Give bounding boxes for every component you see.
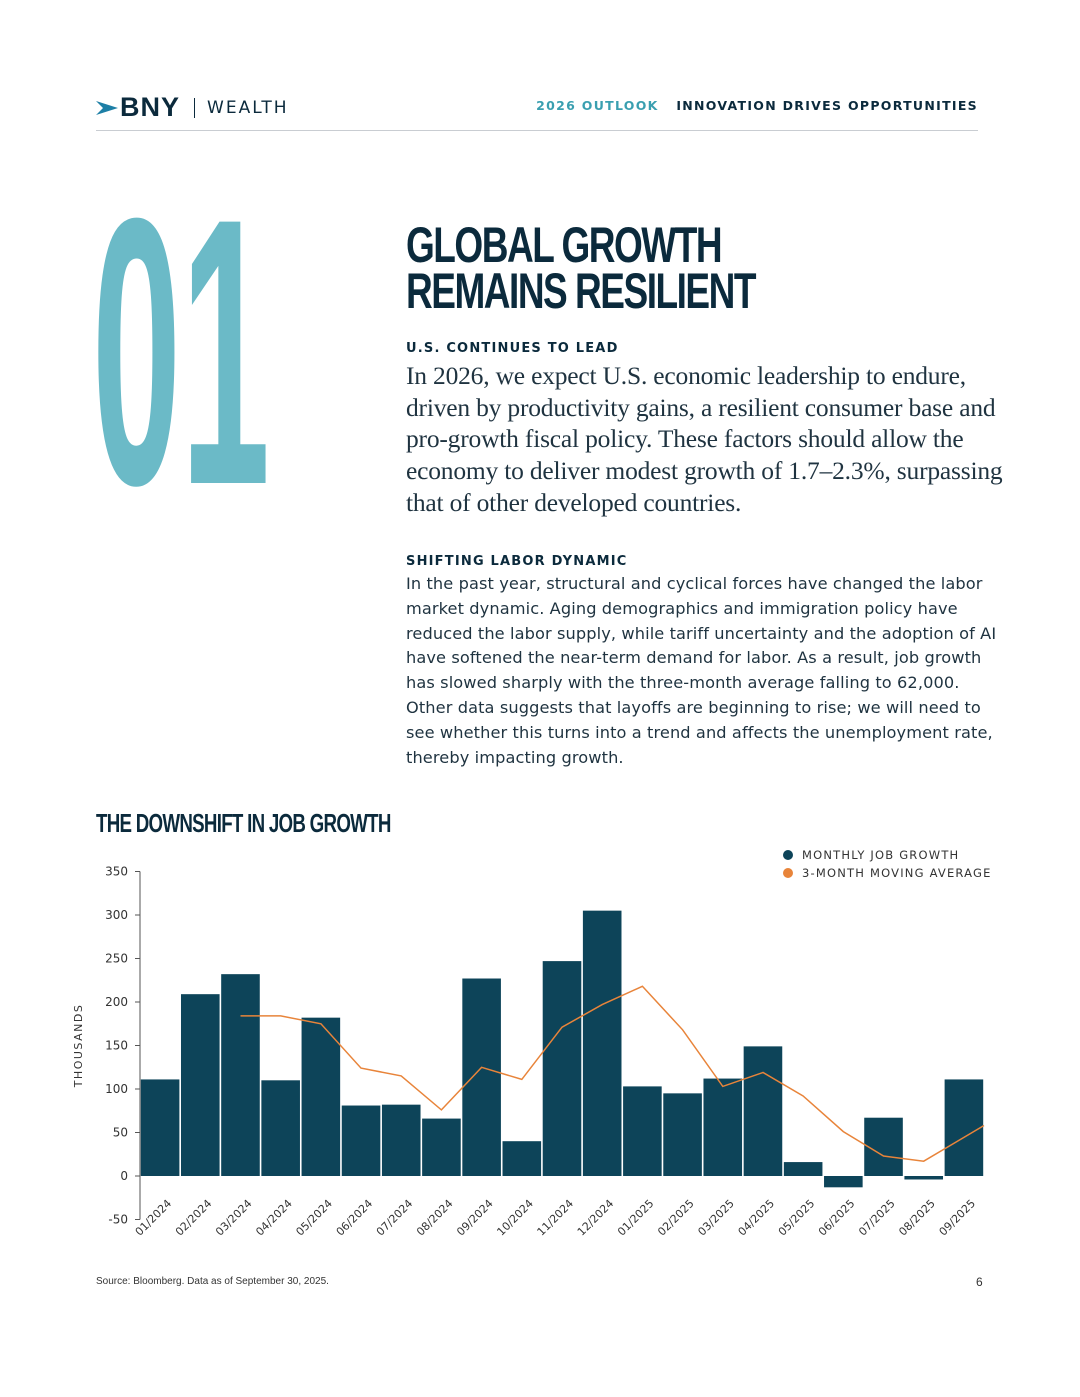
- bar-08-2024: [422, 1118, 461, 1176]
- brand-name: BNY: [120, 92, 181, 122]
- y-axis-title: THOUSANDS: [72, 1004, 85, 1089]
- kicker-labor: SHIFTING LABOR DYNAMIC: [406, 554, 628, 569]
- bar-01-2024: [140, 1079, 180, 1176]
- x-tick-label: 05/2025: [776, 1197, 818, 1239]
- bar-07-2024: [381, 1104, 421, 1176]
- x-tick-label: 06/2024: [334, 1197, 376, 1239]
- bar-07-2025: [864, 1117, 903, 1176]
- y-tick-label: 250: [105, 952, 128, 966]
- page-header: BNY WEALTH 2026 OUTLOOK INNOVATION DRIVE…: [96, 90, 978, 131]
- y-tick-label: -50: [108, 1213, 128, 1227]
- y-tick-label: 200: [105, 995, 128, 1009]
- bar-04-2025: [743, 1046, 783, 1176]
- kicker-us-lead: U.S. CONTINUES TO LEAD: [406, 341, 619, 356]
- bar-12-2024: [582, 910, 622, 1176]
- bny-logo: BNY WEALTH: [96, 92, 289, 123]
- x-tick-label: 07/2025: [856, 1197, 898, 1239]
- bar-06-2024: [341, 1105, 381, 1176]
- y-tick-label: 350: [105, 865, 128, 879]
- bar-05-2024: [301, 1017, 341, 1176]
- topic-label: INNOVATION DRIVES OPPORTUNITIES: [676, 98, 978, 113]
- lead-paragraph: In 2026, we expect U.S. economic leaders…: [406, 361, 1003, 517]
- bar-04-2024: [261, 1080, 300, 1176]
- bar-11-2024: [542, 961, 582, 1176]
- bar-09-2024: [462, 978, 501, 1176]
- bar-03-2025: [703, 1078, 743, 1176]
- bar-10-2024: [502, 1141, 542, 1176]
- section-number: 01: [92, 205, 270, 495]
- legend-label-monthly: MONTHLY JOB GROWTH: [802, 848, 959, 862]
- bar-06-2025: [824, 1176, 863, 1188]
- bar-08-2025: [904, 1176, 944, 1180]
- y-tick-label: 50: [113, 1126, 128, 1140]
- bar-03-2024: [221, 974, 260, 1176]
- labor-paragraph: In the past year, structural and cyclica…: [406, 574, 997, 767]
- title-line-1: GLOBAL GROWTH: [406, 217, 723, 273]
- outlook-label: 2026 OUTLOOK: [536, 98, 659, 113]
- brand-arrow-icon: [96, 100, 118, 115]
- y-tick-label: 0: [120, 1169, 128, 1183]
- logo-divider: [194, 97, 196, 118]
- x-tick-label: 07/2024: [374, 1197, 416, 1239]
- bar-01-2025: [623, 1086, 662, 1176]
- x-tick-label: 08/2024: [414, 1197, 456, 1239]
- x-tick-label: 08/2025: [896, 1197, 938, 1239]
- title-line-2: REMAINS RESILIENT: [406, 263, 756, 319]
- x-tick-label: 03/2025: [695, 1197, 737, 1239]
- brand-sub: WEALTH: [207, 97, 289, 118]
- chart-title: THE DOWNSHIFT IN JOB GROWTH: [96, 808, 391, 838]
- job-growth-chart: -50 0 50 100 150 200 250 300 350 THOUSANDS 01/2024…: [72, 848, 992, 1239]
- x-tick-label: 09/2025: [937, 1197, 979, 1239]
- bar-05-2025: [783, 1162, 823, 1176]
- x-tick-label: 12/2024: [575, 1197, 617, 1239]
- legend-dot-average: [783, 868, 793, 878]
- x-tick-label: 04/2024: [253, 1197, 295, 1239]
- x-tick-label: 02/2024: [173, 1197, 215, 1239]
- bar-02-2024: [180, 994, 220, 1176]
- x-tick-label: 05/2024: [293, 1197, 335, 1239]
- x-tick-label: 11/2024: [535, 1197, 577, 1239]
- bar-09-2025: [944, 1079, 984, 1176]
- x-tick-label: 10/2024: [494, 1197, 536, 1239]
- y-tick-label: 100: [105, 1082, 128, 1096]
- x-tick-label: 06/2025: [816, 1197, 858, 1239]
- section-title: GLOBAL GROWTH REMAINS RESILIENT: [406, 217, 756, 319]
- section-number-text: 01: [92, 205, 270, 495]
- x-tick-label: 09/2024: [454, 1197, 496, 1239]
- x-tick-label: 04/2025: [736, 1197, 778, 1239]
- x-tick-label: 02/2025: [655, 1197, 697, 1239]
- bar-02-2025: [663, 1093, 702, 1176]
- source-note: Source: Bloomberg. Data as of September …: [96, 1276, 329, 1287]
- legend-dot-monthly: [783, 850, 793, 860]
- x-tick-label: 03/2024: [213, 1197, 255, 1239]
- moving-average-line: [240, 985, 985, 1162]
- x-tick-label: 01/2025: [615, 1197, 657, 1239]
- y-tick-label: 150: [105, 1039, 128, 1053]
- y-tick-label: 300: [105, 908, 128, 922]
- header-right: 2026 OUTLOOK INNOVATION DRIVES OPPORTUNI…: [536, 98, 978, 113]
- legend-label-average: 3-MONTH MOVING AVERAGE: [802, 866, 992, 880]
- x-tick-label: 01/2024: [133, 1197, 175, 1239]
- page-number: 6: [976, 1275, 983, 1289]
